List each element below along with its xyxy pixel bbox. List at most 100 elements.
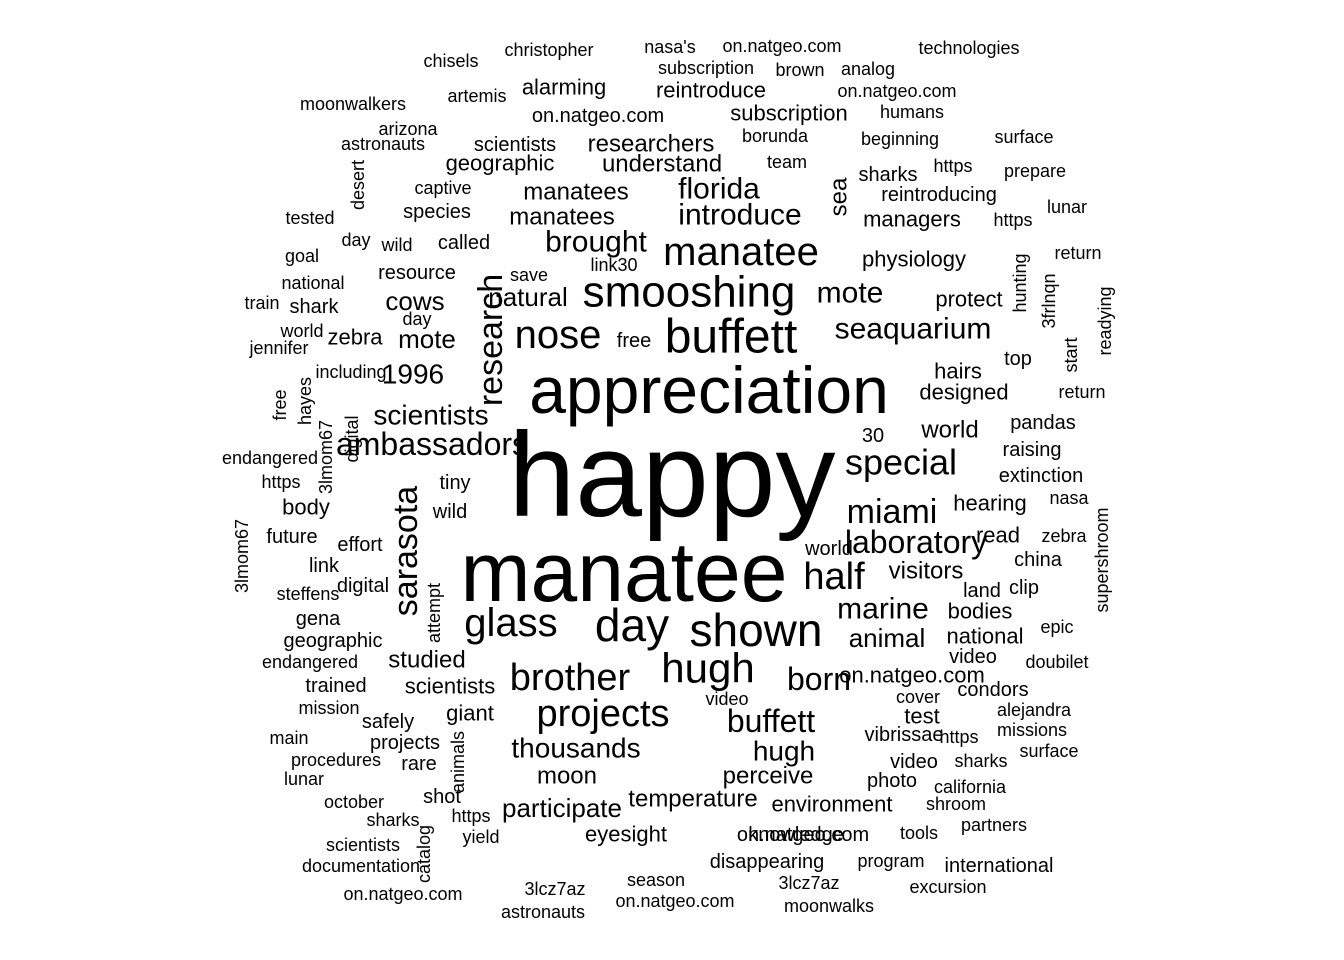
word-cloud-word: zebra: [1041, 526, 1087, 546]
word-cloud-word: return: [1058, 382, 1105, 402]
word-cloud-word: 3lcz7az: [778, 873, 839, 893]
word-cloud-word: tools: [900, 823, 938, 843]
word-cloud-word: animals: [448, 731, 468, 793]
word-cloud-word: desert: [348, 160, 368, 210]
word-cloud-word: arizona: [378, 119, 438, 139]
word-cloud-word: hugh: [661, 645, 754, 692]
word-cloud-word: rare: [401, 753, 437, 775]
word-cloud-word: program: [857, 851, 924, 871]
word-cloud-word: chisels: [423, 51, 478, 71]
word-cloud-word: subscription: [730, 101, 847, 126]
word-cloud-word: vibrissae: [865, 724, 944, 746]
word-cloud-word: digital: [337, 575, 389, 597]
word-cloud-word: nose: [515, 313, 602, 357]
word-cloud-word: managers: [863, 207, 961, 232]
word-cloud-word: yield: [462, 827, 499, 847]
word-cloud-word: sea: [826, 177, 853, 216]
word-cloud-word: brother: [510, 657, 631, 699]
word-cloud-word: scientists: [405, 674, 495, 699]
word-cloud-word: https: [993, 210, 1032, 230]
word-cloud-word: mission: [298, 698, 359, 718]
word-cloud-word: top: [1004, 348, 1032, 370]
word-cloud-word: effort: [337, 534, 383, 556]
word-cloud-word: lunar: [1047, 197, 1087, 217]
word-cloud-word: https: [451, 806, 490, 826]
word-cloud-word: 3lcz7az: [524, 879, 585, 899]
word-cloud-word: link: [309, 555, 340, 577]
word-cloud-word: thousands: [511, 733, 640, 764]
word-cloud-word: read: [976, 523, 1020, 548]
word-cloud-word: species: [403, 201, 471, 223]
word-cloud-word: knowledge: [748, 824, 844, 846]
word-cloud-word: participate: [502, 793, 622, 823]
word-cloud-word: land: [963, 580, 1001, 602]
word-cloud-word: world: [804, 538, 853, 560]
word-cloud-word: shot: [423, 786, 461, 808]
word-cloud-word: on.natgeo.com: [343, 884, 462, 904]
word-cloud-word: https: [939, 727, 978, 747]
word-cloud-word: photo: [867, 770, 917, 792]
word-cloud-word: free: [617, 330, 651, 352]
word-cloud-word: cows: [385, 286, 444, 316]
word-cloud-word: main: [269, 728, 308, 748]
word-cloud-word: manatee: [461, 525, 788, 619]
word-cloud-word: researchers: [588, 131, 715, 158]
word-cloud-word: day: [595, 599, 669, 651]
word-cloud-word: alarming: [522, 75, 606, 100]
word-cloud-word: analog: [841, 59, 895, 79]
word-cloud-word: seaquarium: [835, 313, 992, 346]
word-cloud-word: condors: [957, 679, 1028, 701]
word-cloud-word: on.natgeo.com: [722, 36, 841, 56]
word-cloud-word: endangered: [222, 448, 318, 468]
word-cloud-word: china: [1014, 549, 1063, 571]
word-cloud-word: born: [787, 661, 851, 697]
word-cloud-word: reintroducing: [881, 184, 997, 206]
word-cloud-word: humans: [880, 102, 944, 122]
word-cloud-word: hairs: [934, 359, 982, 384]
word-cloud-word: laboratory: [845, 524, 987, 560]
word-cloud-word: nasa: [1049, 488, 1089, 508]
word-cloud-word: eyesight: [585, 822, 667, 847]
word-cloud-word: moonwalkers: [300, 94, 406, 114]
word-cloud-word: technologies: [918, 38, 1019, 58]
word-cloud-word: bodies: [948, 599, 1013, 624]
word-cloud-word: temperature: [628, 786, 757, 813]
word-cloud-word: buffett: [727, 703, 815, 739]
word-cloud-word: moonwalks: [784, 896, 874, 916]
word-cloud-word: appreciation: [529, 353, 889, 427]
word-cloud-word: save: [510, 265, 548, 285]
word-cloud-word: video: [705, 689, 748, 709]
word-cloud-word: extinction: [999, 465, 1084, 487]
word-cloud-word: natural: [488, 282, 568, 312]
word-cloud-word: happy: [509, 408, 836, 542]
word-cloud-word: resource: [378, 262, 456, 284]
word-cloud-word: epic: [1040, 617, 1073, 637]
word-cloud-word: wild: [432, 501, 467, 523]
word-cloud-word: catalog: [414, 825, 434, 883]
word-cloud-word: documentation: [302, 856, 420, 876]
word-cloud-word: scientists: [474, 134, 556, 156]
word-cloud-word: on.natgeo.com: [532, 105, 664, 127]
word-cloud-word: safely: [362, 711, 414, 733]
word-cloud-word: beginning: [861, 129, 939, 149]
word-cloud-word: gena: [296, 608, 341, 630]
word-cloud-word: designed: [919, 380, 1008, 405]
word-cloud-word: understand: [602, 151, 722, 178]
word-cloud-word: shroom: [926, 794, 986, 814]
word-cloud-word: geographic: [446, 151, 555, 176]
word-cloud-word: future: [266, 526, 317, 548]
word-cloud-word: mote: [817, 277, 884, 310]
word-cloud-word: protect: [935, 287, 1002, 312]
word-cloud-word: free: [270, 389, 290, 420]
word-cloud-word: manatees: [509, 204, 614, 231]
word-cloud-word: alejandra: [997, 700, 1072, 720]
word-cloud-word: start: [1061, 337, 1081, 372]
word-cloud-word: pandas: [1010, 412, 1076, 434]
word-cloud-word: on.natgeo.com: [837, 81, 956, 101]
word-cloud-word: sharks: [954, 751, 1007, 771]
word-cloud-word: day: [341, 230, 370, 250]
word-cloud-word: 3frlnqn: [1039, 273, 1059, 328]
word-cloud-word: steffens: [277, 584, 340, 604]
word-cloud-word: scientists: [373, 400, 488, 431]
